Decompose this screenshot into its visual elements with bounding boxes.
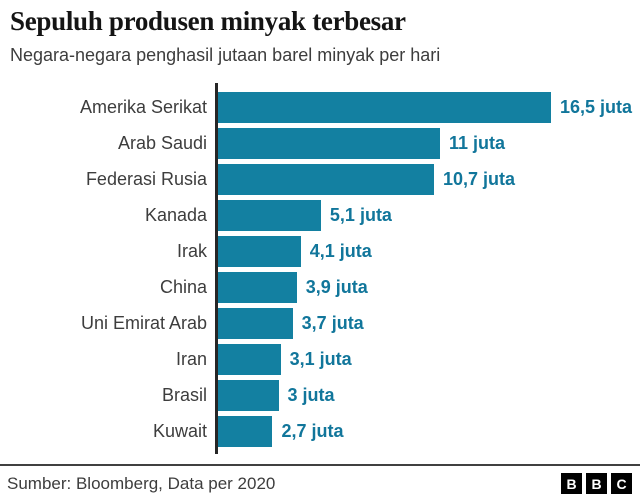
country-label: Irak (176, 240, 207, 261)
chart-row: Uni Emirat Arab 3,7 juta (0, 305, 640, 341)
y-axis-line (215, 83, 218, 455)
value-label: 3 juta (287, 384, 335, 405)
chart-row: Brasil 3 juta (0, 377, 640, 413)
country-label: Iran (175, 348, 207, 369)
chart-header: Sepuluh produsen minyak terbesar Negara-… (0, 0, 640, 67)
chart-row: Iran 3,1 juta (0, 341, 640, 377)
country-label: Kanada (144, 204, 207, 225)
chart-rows: Amerika Serikat 16,5 juta Arab Saudi 11 jut… (0, 89, 640, 449)
value-bar (218, 271, 297, 303)
country-label: Kuwait (152, 420, 207, 441)
value-label: 3,7 juta (301, 312, 364, 333)
value-bar (218, 163, 434, 195)
value-label: 16,5 juta (560, 96, 633, 117)
chart-row: Kanada 5,1 juta (0, 197, 640, 233)
value-bar (218, 235, 301, 267)
chart-row: Arab Saudi 11 juta (0, 125, 640, 161)
value-bar (218, 199, 321, 231)
source-text: Sumber: Bloomberg, Data per 2020 (7, 473, 276, 493)
country-label: Amerika Serikat (79, 96, 207, 117)
country-label: Federasi Rusia (85, 168, 207, 189)
value-label: 5,1 juta (329, 204, 392, 225)
value-label: 11 juta (449, 132, 506, 153)
chart-row: Irak 4,1 juta (0, 233, 640, 269)
value-bar (218, 415, 273, 447)
country-label: Uni Emirat Arab (80, 312, 207, 333)
value-label: 4,1 juta (309, 240, 372, 261)
chart-row: Federasi Rusia 10,7 juta (0, 161, 640, 197)
value-bar (218, 379, 279, 411)
country-label: Brasil (161, 384, 207, 405)
value-label: 3,9 juta (305, 276, 368, 297)
chart-row: China 3,9 juta (0, 269, 640, 305)
country-label: China (159, 276, 207, 297)
bbc-logo-letter: B (561, 473, 582, 495)
chart-subtitle: Negara-negara penghasil jutaan barel min… (10, 45, 441, 66)
country-label: Arab Saudi (117, 132, 207, 153)
value-bar (218, 91, 551, 123)
value-bar (218, 127, 440, 159)
value-bar (218, 343, 281, 375)
chart-row: Kuwait 2,7 juta (0, 413, 640, 449)
bar-chart: Amerika Serikat 16,5 juta Arab Saudi 11 jut… (0, 83, 640, 455)
bbc-logo-letter: B (586, 473, 607, 495)
chart-row: Amerika Serikat 16,5 juta (0, 89, 640, 125)
value-label: 3,1 juta (289, 348, 352, 369)
bbc-logo-letter: C (611, 473, 632, 495)
value-label: 2,7 juta (281, 420, 344, 441)
value-label: 10,7 juta (442, 168, 515, 189)
value-bar (218, 307, 293, 339)
chart-title: Sepuluh produsen minyak terbesar (10, 6, 406, 36)
